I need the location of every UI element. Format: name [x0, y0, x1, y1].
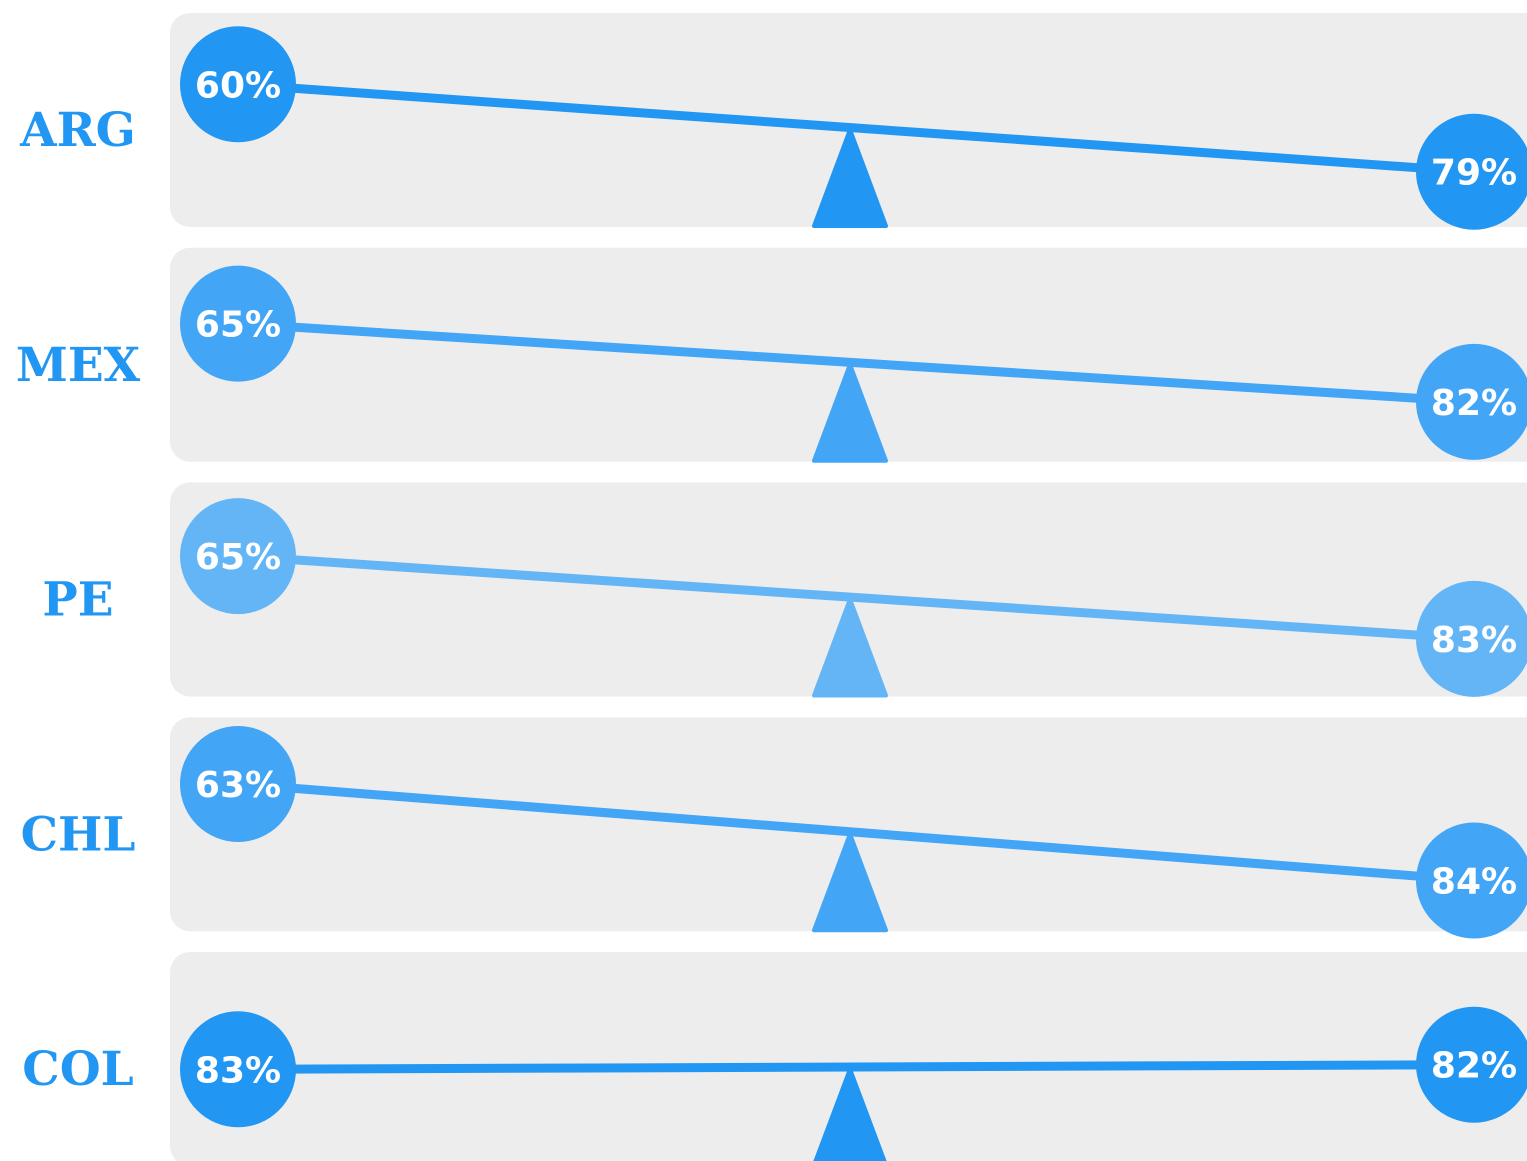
right-value-label: 82%	[1431, 383, 1517, 424]
seesaw-beam	[237, 779, 1475, 886]
fulcrum	[812, 127, 888, 228]
row-label: ARG	[19, 103, 136, 158]
row-chl: CHL 63% 84%	[21, 717, 1527, 939]
fulcrum	[812, 362, 888, 463]
row-panel	[170, 482, 1527, 697]
row-arg: ARG 60% 79%	[19, 13, 1527, 230]
right-value-label: 79%	[1431, 153, 1517, 194]
left-value-label: 60%	[195, 65, 281, 106]
right-value-circle	[1416, 580, 1527, 697]
left-value-label: 63%	[195, 765, 281, 806]
row-label: CHL	[21, 807, 136, 862]
right-value-circle	[1416, 1006, 1527, 1123]
left-value-circle	[180, 26, 296, 143]
row-col: COL 83% 82%	[22, 952, 1527, 1161]
row-label: MEX	[16, 338, 141, 393]
right-value-label: 83%	[1431, 620, 1517, 661]
right-value-circle	[1416, 343, 1527, 460]
left-value-label: 83%	[195, 1050, 281, 1091]
fulcrum	[813, 1067, 887, 1161]
seesaw-beam	[237, 79, 1475, 177]
left-value-label: 65%	[195, 537, 281, 578]
seesaw-beam	[237, 319, 1475, 407]
row-label: PE	[42, 573, 113, 628]
left-value-circle	[180, 725, 296, 842]
left-value-circle	[180, 1011, 296, 1128]
row-panel	[170, 952, 1527, 1161]
right-value-label: 82%	[1431, 1046, 1517, 1087]
right-value-label: 84%	[1431, 862, 1517, 903]
right-value-circle	[1416, 822, 1527, 939]
right-value-circle	[1416, 113, 1527, 230]
left-value-circle	[180, 498, 296, 615]
seesaw-beam	[237, 1060, 1475, 1074]
row-mex: MEX 65% 82%	[16, 247, 1527, 463]
fulcrum	[812, 597, 888, 698]
fulcrum	[812, 831, 888, 933]
row-panel	[170, 247, 1527, 462]
seesaw-beam	[237, 551, 1475, 644]
row-label: COL	[22, 1042, 133, 1097]
row-pe: PE 65% 83%	[42, 482, 1527, 698]
row-panel	[170, 13, 1527, 227]
row-panel	[170, 717, 1527, 932]
left-value-label: 65%	[195, 305, 281, 346]
left-value-circle	[180, 265, 296, 382]
